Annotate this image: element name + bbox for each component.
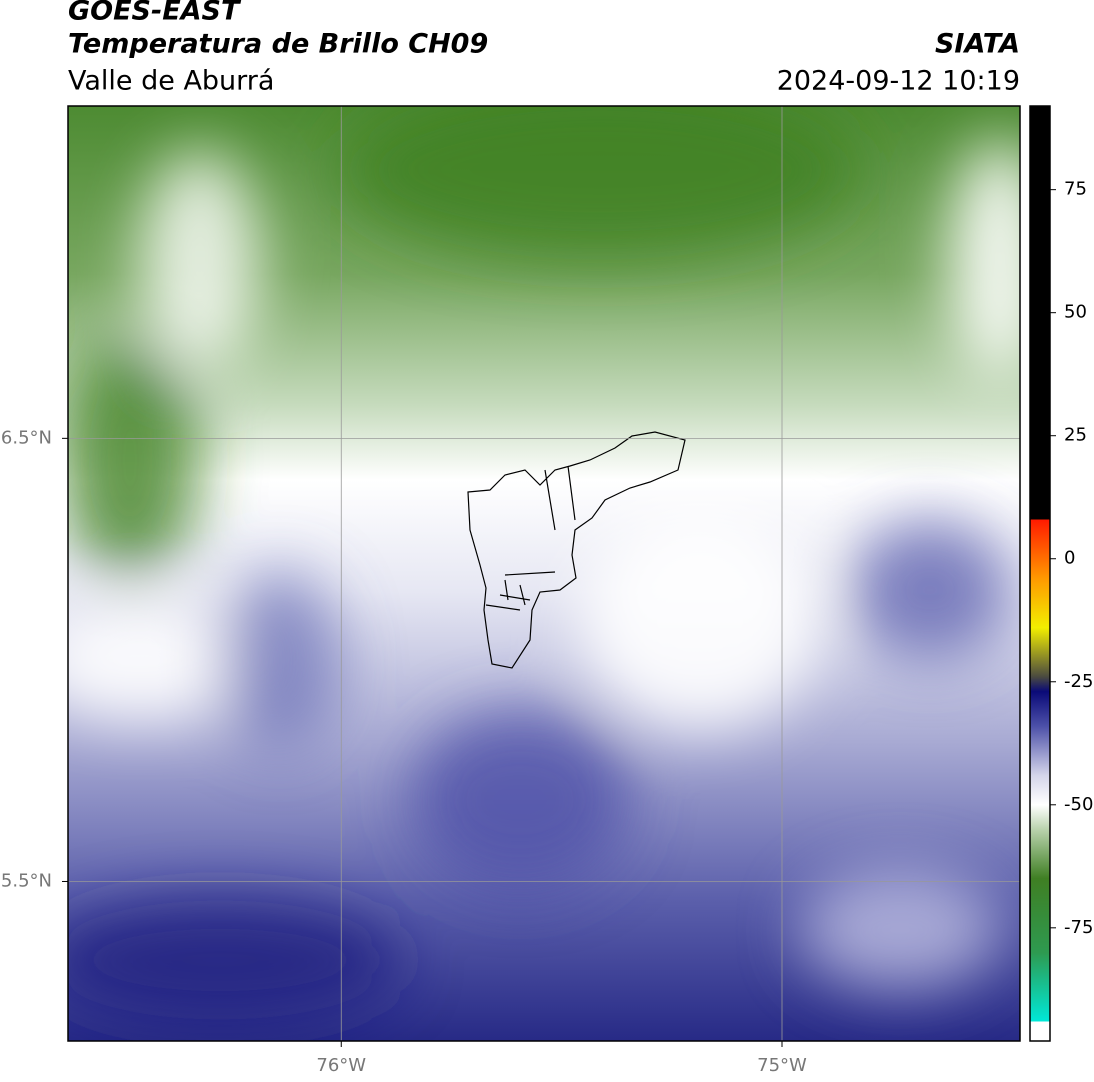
colorbar-tick-label: -50 [1064,794,1093,815]
region: Valle de Aburrá [68,66,274,97]
colorbar-tick-label: -25 [1064,671,1093,692]
subtitle: Temperatura de Brillo CH09 [68,29,488,60]
colorbar-tick-label: 0 [1064,548,1075,569]
x-tick-label: 75°W [757,1055,807,1076]
colorbar-tick-label: 25 [1064,425,1087,446]
y-tick-label: 6.5°N [1,427,52,448]
colorbar-tick-label: -75 [1064,917,1093,938]
valley-boundary [467,431,686,669]
source: SIATA [935,29,1020,60]
y-tick-label: 5.5°N [1,870,52,891]
colorbar [1029,105,1051,1042]
colorbar-tick-label: 75 [1064,179,1087,200]
x-tick-label: 76°W [316,1055,366,1076]
colorbar-tick-label: 50 [1064,302,1087,323]
map-frame [67,105,1021,1042]
title: GOES-EAST [68,0,242,27]
brightness-field [68,106,1020,1041]
datetime: 2024-09-12 10:19 [777,66,1020,97]
grid [68,106,1020,1041]
